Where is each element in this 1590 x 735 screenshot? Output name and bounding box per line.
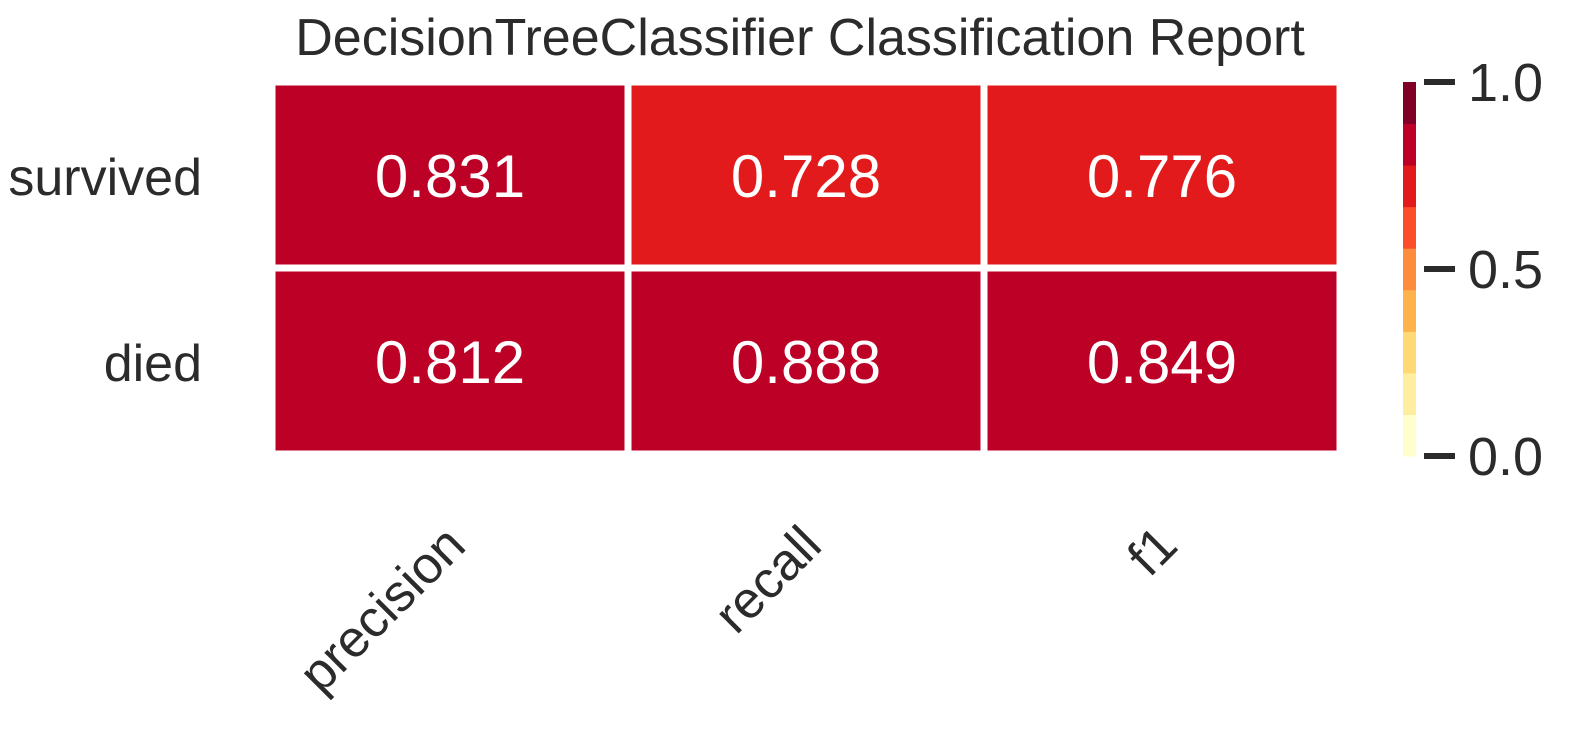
heatmap-value-labels: 0.831 0.728 0.776 0.812 0.888 0.849 (375, 143, 1237, 396)
colorbar-segment (1403, 414, 1416, 457)
row-label: died (104, 335, 202, 393)
colorbar-segment (1403, 289, 1416, 332)
cell-value-label: 0.812 (375, 329, 525, 396)
row-labels: survived died (8, 149, 202, 393)
heatmap-cell (624, 78, 988, 272)
heatmap-cells (268, 78, 1344, 458)
column-labels: precision recall f1 (288, 515, 1188, 703)
cell-value-label: 0.831 (375, 143, 525, 210)
chart-title: DecisionTreeClassifier Classification Re… (295, 9, 1305, 67)
colorbar-segment (1403, 206, 1416, 249)
colorbar: 0.0 0.5 1.0 (1403, 53, 1543, 487)
colorbar-segment (1403, 372, 1416, 415)
heatmap-cell (624, 264, 988, 458)
cell-value-label: 0.849 (1087, 329, 1237, 396)
cell-value-label: 0.888 (731, 329, 881, 396)
colorbar-segment (1403, 248, 1416, 291)
colorbar-tick-label: 0.0 (1468, 427, 1543, 487)
colorbar-segment (1403, 123, 1416, 166)
colorbar-segment (1403, 331, 1416, 374)
heatmap-cell (980, 264, 1344, 458)
column-label: f1 (1117, 515, 1189, 587)
cell-value-label: 0.728 (731, 143, 881, 210)
column-label: precision (288, 515, 476, 703)
cell-value-label: 0.776 (1087, 143, 1237, 210)
colorbar-segment (1403, 165, 1416, 208)
heatmap-cell (268, 78, 632, 272)
colorbar-tick-label: 1.0 (1468, 53, 1543, 113)
colorbar-tick-label: 0.5 (1468, 240, 1543, 300)
colorbar-segment (1403, 82, 1416, 125)
row-label: survived (8, 149, 202, 207)
column-label: recall (704, 515, 833, 644)
